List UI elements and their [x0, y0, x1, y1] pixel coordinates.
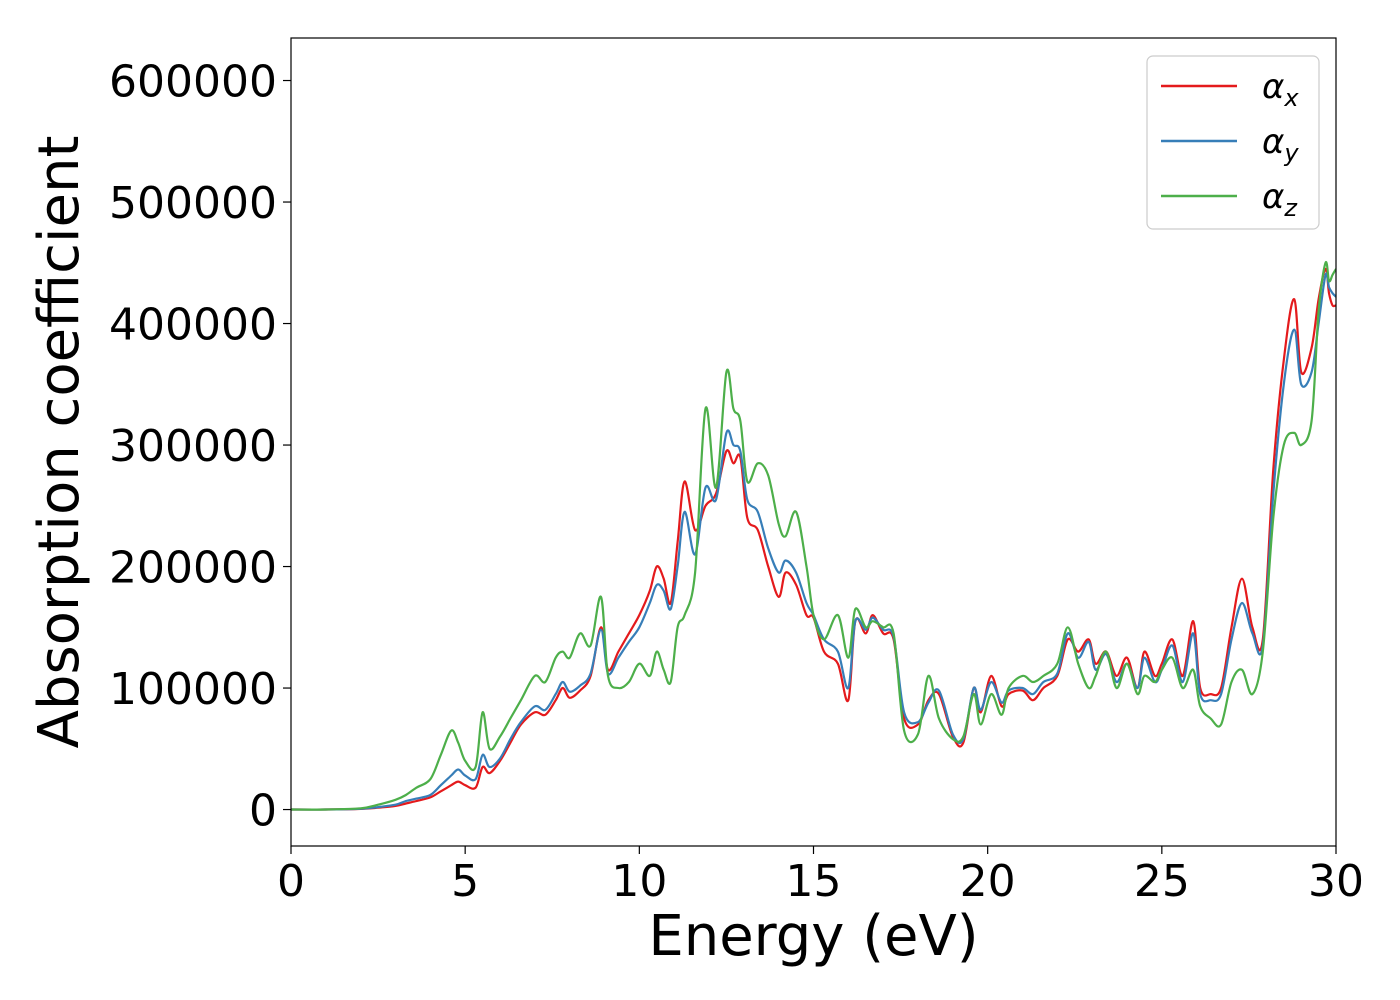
x-tick-label: 0	[277, 856, 305, 907]
x-tick-label: 5	[451, 856, 479, 907]
series-line-alpha-z	[291, 260, 1336, 811]
y-tick-label: 300000	[109, 421, 277, 472]
legend-label-alpha-y: αy	[1262, 122, 1299, 167]
legend-label-alpha-x: αx	[1262, 67, 1299, 112]
x-tick-label: 25	[1134, 856, 1190, 907]
x-axis-ticks: 0 5 10 15 20 25 30	[277, 846, 1364, 907]
y-tick-label: 500000	[109, 178, 277, 229]
axes-frame	[290, 37, 1337, 847]
y-tick-label: 100000	[109, 664, 277, 715]
series-line-alpha-y	[291, 272, 1336, 811]
y-tick-label: 200000	[109, 543, 277, 594]
legend-label-alpha-z: αz	[1262, 177, 1298, 222]
y-axis-ticks: 0 100000 200000 300000 400000 500000 600000	[109, 57, 291, 837]
x-tick-label: 10	[611, 856, 667, 907]
y-tick-label: 400000	[109, 300, 277, 351]
plot-lines	[291, 260, 1336, 811]
y-tick-label: 600000	[109, 57, 277, 108]
legend-box	[1146, 55, 1320, 230]
x-tick-label: 15	[786, 856, 842, 907]
y-axis-label: Absorption coefficient	[27, 136, 92, 749]
y-tick-label: 0	[249, 786, 277, 837]
series-line-alpha-x	[291, 267, 1336, 811]
x-tick-label: 30	[1308, 856, 1364, 907]
x-axis-label: Energy (eV)	[648, 904, 978, 969]
x-tick-label: 20	[960, 856, 1016, 907]
legend: αx αy αz	[1146, 55, 1320, 230]
